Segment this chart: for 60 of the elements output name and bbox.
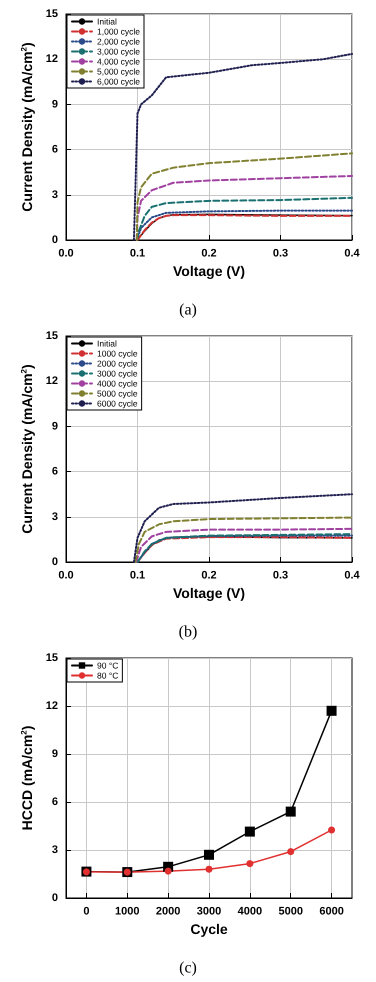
text: (b) <box>178 624 198 640</box>
legend-label: 1000 cycle <box>97 348 138 358</box>
y-tick-label: 15 <box>46 8 58 20</box>
y-tick-label: 15 <box>46 652 58 664</box>
x-tick-label: 2000 <box>156 906 180 918</box>
legend-label: 4000 cycle <box>97 378 138 388</box>
legend-label: 4,000 cycle <box>97 56 140 66</box>
x-tick-label: 4000 <box>238 906 262 918</box>
legend-label: 6,000 cycle <box>97 76 140 86</box>
y-tick-label: 0 <box>52 892 58 904</box>
x-tick-label: 0 <box>83 906 90 918</box>
x-tick-label: 0.3 <box>272 570 288 582</box>
y-axis-title: HCCD (mA/cm2) <box>19 726 35 830</box>
x-axis-title: Voltage (V) <box>172 263 246 279</box>
legend-label: 6000 cycle <box>97 398 138 408</box>
y-tick-label: 9 <box>52 420 58 432</box>
x-tick-label: 0.2 <box>201 570 217 582</box>
x-tick-label: 0.1 <box>130 570 146 582</box>
legend-label: Initial <box>97 16 117 26</box>
y-tick-label: 9 <box>52 98 58 110</box>
x-tick-label: 5000 <box>278 906 303 918</box>
legend-label: 3,000 cycle <box>97 46 140 56</box>
x-tick-label: 0.2 <box>201 248 217 260</box>
x-axis-title: Cycle <box>190 921 228 937</box>
y-tick-label: 12 <box>46 375 58 388</box>
y-tick-label: 0 <box>52 556 58 568</box>
y-tick-label: 6 <box>52 466 58 478</box>
x-tick-label: 0.3 <box>272 248 288 260</box>
legend-label: 1,000 cycle <box>97 26 140 36</box>
legend-label: 5000 cycle <box>97 388 138 398</box>
x-tick-label: 0.1 <box>130 248 146 260</box>
y-tick-label: 12 <box>46 700 58 712</box>
y-tick-label: 12 <box>46 53 58 66</box>
y-axis-title: Current Density (mA/cm2) <box>19 364 35 534</box>
y-tick-label: 0 <box>52 234 58 246</box>
legend-label: 80 °C <box>97 670 118 680</box>
text: (c) <box>179 960 197 976</box>
y-tick-label: 3 <box>52 844 58 856</box>
x-tick-label: 1000 <box>115 906 140 918</box>
legend-label: Initial <box>97 338 117 348</box>
legend-label: 90 °C <box>97 660 118 670</box>
x-tick-label: 6000 <box>319 906 344 918</box>
y-tick-label: 6 <box>52 796 58 808</box>
y-tick-label: 6 <box>52 144 58 156</box>
text: (a) <box>179 302 197 318</box>
x-tick-label: 0.4 <box>344 248 361 260</box>
x-tick-label: 0.0 <box>58 570 74 582</box>
legend-label: 3000 cycle <box>97 368 138 378</box>
x-axis-title: Voltage (V) <box>172 585 246 601</box>
y-tick-label: 15 <box>46 330 58 342</box>
y-axis-title: Current Density (mA/cm2) <box>19 42 35 212</box>
legend-label: 2000 cycle <box>97 358 138 368</box>
y-tick-label: 3 <box>52 188 58 201</box>
x-tick-label: 0.4 <box>344 570 361 582</box>
legend-label: 2,000 cycle <box>97 36 140 46</box>
x-tick-label: 3000 <box>196 906 222 918</box>
legend-label: 5,000 cycle <box>97 66 140 76</box>
y-tick-label: 9 <box>52 748 58 760</box>
y-tick-label: 3 <box>52 510 58 523</box>
x-tick-label: 0.0 <box>58 248 74 260</box>
